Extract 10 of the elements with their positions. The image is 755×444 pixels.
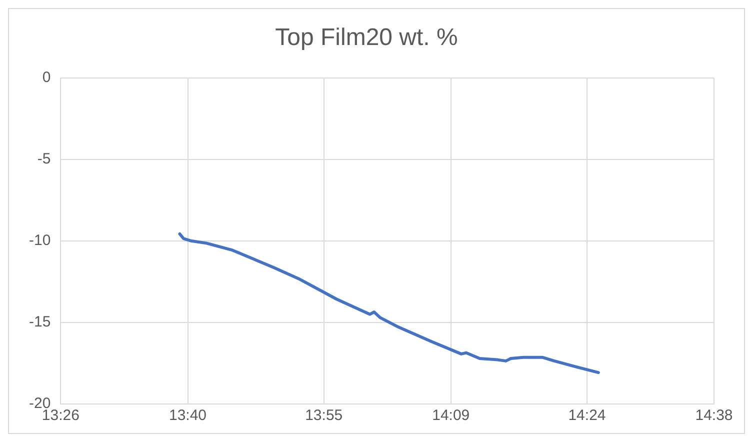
x-tick-label: 14:38	[695, 407, 733, 424]
y-tick-label: -10	[28, 232, 51, 250]
y-tick-label: -15	[28, 314, 51, 331]
y-tick-label: 0	[42, 68, 51, 86]
chart-title: Top Film20 wt. %	[275, 24, 458, 52]
x-tick-label: 13:40	[168, 407, 207, 424]
x-tick-label: 13:55	[305, 407, 343, 424]
y-tick-label: -5	[37, 150, 51, 168]
x-tick-label: 14:24	[568, 407, 606, 424]
x-tick-label: 14:09	[432, 407, 470, 424]
